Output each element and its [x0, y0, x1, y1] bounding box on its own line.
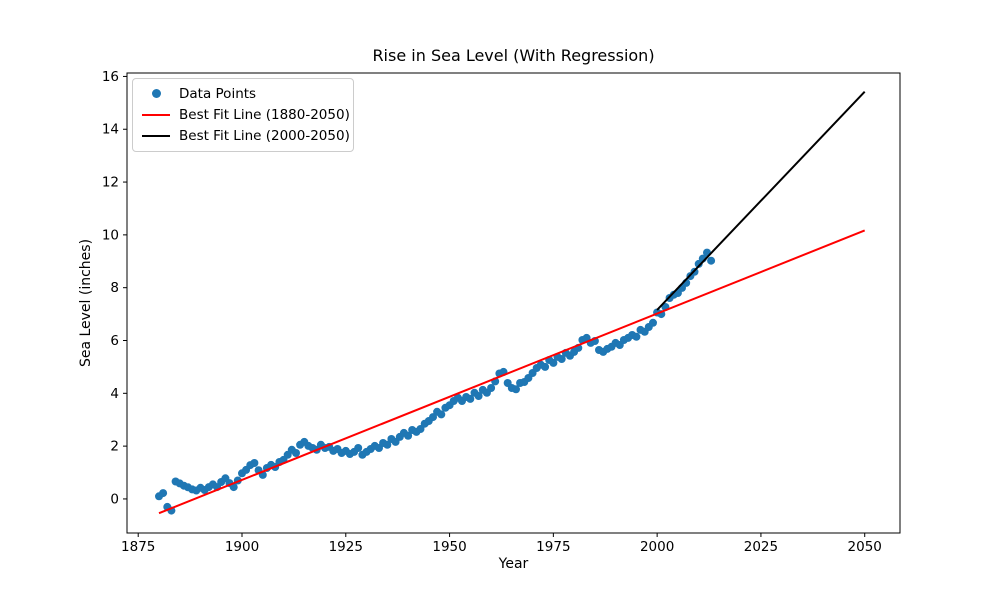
data-point [292, 449, 300, 457]
fit-line-best-fit-line-1880-2050- [158, 229, 866, 515]
y-tick-label: 4 [110, 386, 119, 402]
best-fit-line [656, 91, 866, 311]
x-tick-label: 2000 [640, 539, 674, 555]
legend-item-best-fit-1880-2050: Best Fit Line (1880-2050) [141, 105, 350, 125]
data-point [404, 431, 413, 440]
data-point [250, 459, 259, 467]
y-axis-label: Sea Level (inches) [78, 238, 94, 368]
y-tick-label: 8 [110, 280, 119, 296]
x-axis-ticks: 1875 1900 1925 1950 1975 2000 2025 2050 [121, 533, 882, 555]
scatter-points [155, 248, 716, 515]
best-fit-line [158, 229, 866, 515]
y-tick-label: 2 [110, 439, 119, 455]
plot-border [126, 72, 901, 534]
red-line-icon [142, 113, 170, 116]
data-point [383, 440, 392, 449]
y-tick-label: 16 [102, 69, 119, 85]
black-line-icon [142, 135, 170, 138]
legend-label: Best Fit Line (2000-2050) [179, 128, 350, 145]
chart-title: Rise in Sea Level (With Regression) [372, 46, 655, 65]
data-point [707, 256, 716, 265]
x-axis-label: Year [498, 556, 529, 572]
data-point [437, 410, 446, 419]
x-tick-label: 2050 [848, 539, 882, 555]
data-point [632, 332, 641, 341]
data-point [512, 385, 520, 394]
data-point [557, 355, 566, 363]
x-tick-label: 1925 [329, 539, 363, 555]
fit-line-best-fit-line-2000-2050- [656, 91, 866, 311]
legend-item-best-fit-2000-2050: Best Fit Line (2000-2050) [141, 126, 350, 146]
y-tick-label: 14 [102, 122, 119, 138]
x-tick-label: 1900 [225, 539, 259, 555]
black-line-swatch [141, 135, 171, 138]
data-point [549, 358, 558, 367]
x-tick-label: 1950 [432, 539, 466, 555]
red-line-swatch [141, 113, 171, 116]
blue-dot-icon [151, 89, 161, 99]
data-point [541, 362, 550, 371]
data-point [159, 489, 168, 498]
data-point [354, 444, 363, 452]
legend: Data Points Best Fit Line (1880-2050) Be… [132, 78, 354, 152]
legend-item-data-points: Data Points [141, 84, 343, 104]
y-tick-label: 12 [102, 175, 119, 191]
data-point [649, 318, 657, 327]
data-point [474, 392, 483, 400]
x-tick-label: 2025 [744, 539, 778, 555]
y-tick-label: 0 [110, 491, 119, 507]
data-point [466, 394, 475, 403]
legend-label: Best Fit Line (1880-2050) [179, 106, 350, 123]
legend-label: Data Points [179, 85, 257, 102]
y-axis-ticks: 0 2 4 6 8 10 12 14 16 [102, 69, 127, 507]
data-point [487, 384, 496, 392]
y-tick-label: 10 [102, 227, 119, 243]
scatter-marker-swatch [141, 89, 171, 99]
x-tick-label: 1875 [121, 539, 155, 555]
y-tick-label: 6 [110, 333, 119, 349]
x-tick-label: 1975 [536, 539, 570, 555]
